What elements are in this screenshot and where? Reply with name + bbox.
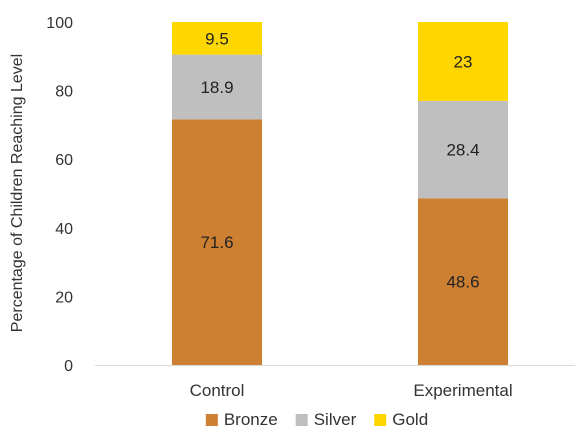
data-label-bronze-experimental: 48.6 bbox=[446, 273, 479, 292]
y-axis-title: Percentage of Children Reaching Level bbox=[9, 54, 26, 332]
legend-item-gold: Gold bbox=[374, 410, 428, 429]
bars: 71.6 18.9 9.5 48.6 28.4 23 bbox=[172, 22, 508, 365]
y-axis-ticks: 0 20 40 60 80 100 bbox=[46, 15, 73, 375]
y-tick-label: 40 bbox=[55, 221, 73, 238]
legend-swatch bbox=[205, 414, 218, 426]
y-tick-label: 20 bbox=[55, 289, 73, 306]
y-tick-label: 60 bbox=[55, 152, 73, 169]
bar-segment-silver-control bbox=[172, 54, 262, 120]
legend-label: Bronze bbox=[224, 410, 278, 429]
bar-segment-bronze-experimental bbox=[418, 198, 508, 365]
x-axis-labels: Control Experimental bbox=[190, 381, 513, 400]
data-label-bronze-control: 71.6 bbox=[200, 233, 233, 252]
legend-label: Gold bbox=[392, 410, 428, 429]
y-tick-label: 0 bbox=[64, 358, 73, 375]
x-tick-label: Experimental bbox=[413, 381, 512, 400]
bar-segment-gold-experimental bbox=[418, 22, 508, 101]
x-tick-label: Control bbox=[190, 381, 245, 400]
bar-segment-bronze-control bbox=[172, 119, 262, 365]
data-label-silver-experimental: 28.4 bbox=[446, 141, 479, 160]
bar-segment-gold-control bbox=[172, 22, 262, 55]
legend-item-bronze: Bronze bbox=[205, 410, 278, 429]
legend-swatch bbox=[374, 414, 387, 426]
legend-label: Silver bbox=[314, 410, 357, 429]
legend-item-silver: Silver bbox=[295, 410, 357, 429]
bar-segment-silver-experimental bbox=[418, 100, 508, 199]
data-label-gold-experimental: 23 bbox=[454, 52, 473, 71]
data-label-silver-control: 18.9 bbox=[200, 78, 233, 97]
legend-swatch bbox=[295, 414, 308, 426]
y-tick-label: 100 bbox=[46, 15, 73, 32]
data-label-gold-control: 9.5 bbox=[205, 29, 229, 48]
legend: Bronze Silver Gold bbox=[205, 410, 428, 429]
y-tick-label: 80 bbox=[55, 84, 73, 101]
